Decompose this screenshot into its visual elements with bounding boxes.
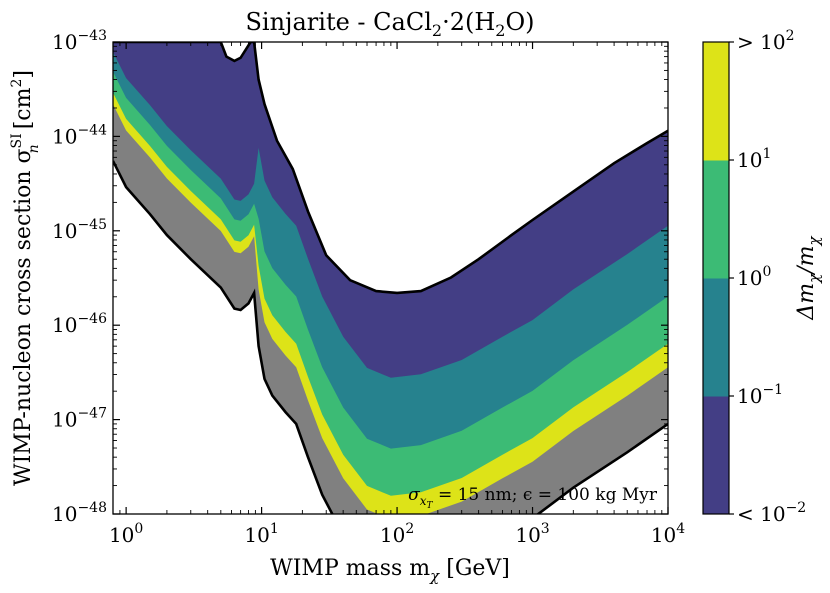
y-tick-label: 10−44 [52,122,107,148]
x-tick-label: 101 [244,521,278,547]
y-axis: 10−48 10−47 10−46 10−45 10−44 10−43 [52,28,668,526]
colorbar [703,42,729,515]
y-tick-label: 10−48 [52,500,107,526]
colorbar-segment [703,396,729,515]
colorbar-segment [703,278,729,397]
chart-title: Sinjarite - CaCl2·2(H2O) [245,8,534,40]
y-tick-label: 10−45 [52,217,107,243]
x-tick-label: 102 [380,521,414,547]
plot-area [113,42,668,514]
colorbar-segment [703,42,729,161]
y-axis-label: WIMP-nucleon cross section σSIn [cm2] [9,70,42,486]
upper-boundary-line [113,42,668,295]
x-tick-label: 104 [651,521,685,547]
x-tick-label: 103 [515,521,549,547]
colorbar-tick-label: 100 [737,264,771,290]
y-tick-label: 10−43 [52,28,107,54]
colorbar-segment [703,160,729,279]
colorbar-tick-label: 10−1 [737,382,783,408]
lower-boundary-line [113,160,668,514]
x-axis-label: WIMP mass mχ [GeV] [270,556,510,585]
colorbar-tick-label: > 102 [737,28,795,54]
colorbar-label: Δmχ/mχ [794,235,823,320]
x-tick-label: 100 [109,521,143,547]
y-tick-label: 10−46 [52,311,107,337]
colorbar-tick-label: 101 [737,146,771,172]
x-axis: 100 101 102 103 104 [109,42,685,547]
colorbar-tick-label: < 10−2 [737,500,806,526]
y-tick-label: 10−47 [52,406,107,432]
annotation-text: σxT = 15 nm; ϵ = 100 kg Myr [408,485,658,511]
colorbar-ticks: < 10−2 10−1 100 101 > 102 [729,28,806,526]
